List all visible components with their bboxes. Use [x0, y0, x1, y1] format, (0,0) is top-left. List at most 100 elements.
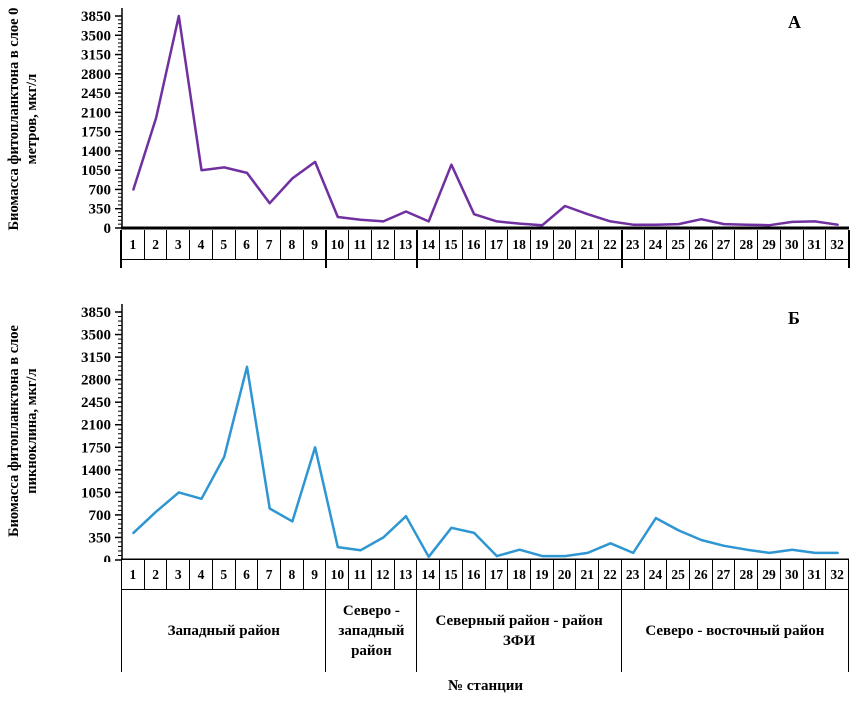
- svg-text:2100: 2100: [81, 105, 111, 121]
- station-cell: 12: [372, 230, 395, 259]
- station-cell: 15: [440, 230, 463, 259]
- svg-text:0: 0: [104, 221, 112, 234]
- svg-text:2450: 2450: [81, 86, 111, 102]
- svg-text:700: 700: [89, 508, 112, 524]
- station-cell: 1: [122, 560, 145, 589]
- station-cell: 17: [486, 560, 509, 589]
- station-cell: 2: [145, 560, 168, 589]
- station-cell: 8: [281, 560, 304, 589]
- station-cell: 30: [781, 560, 804, 589]
- station-cell: 19: [531, 560, 554, 589]
- chart-b-plot: 0 350 700 1050 1400 1750 2100 2450 2800 3150 3500 3…: [81, 304, 849, 562]
- station-cell: 22: [599, 230, 622, 259]
- group-separator: [848, 230, 850, 268]
- station-cell: 2: [145, 230, 168, 259]
- station-cell: 27: [713, 560, 736, 589]
- station-cell: 11: [349, 230, 372, 259]
- station-cell: 22: [599, 560, 622, 589]
- station-cell: 8: [281, 230, 304, 259]
- svg-text:3850: 3850: [81, 9, 111, 25]
- station-cell: 20: [554, 560, 577, 589]
- station-cell: 11: [349, 560, 372, 589]
- station-cell: 5: [213, 560, 236, 589]
- station-cell: 29: [758, 230, 781, 259]
- station-cell: 6: [236, 560, 259, 589]
- station-cell: 24: [645, 560, 668, 589]
- svg-text:0: 0: [104, 553, 112, 562]
- station-cell: 24: [645, 230, 668, 259]
- region-label: Северный район - район ЗФИ: [417, 590, 622, 672]
- station-cell: 9: [304, 560, 327, 589]
- group-separator: [120, 230, 122, 268]
- station-cell: 27: [713, 230, 736, 259]
- station-cell: 14: [417, 230, 441, 259]
- svg-text:3500: 3500: [81, 328, 111, 344]
- svg-text:2800: 2800: [81, 373, 111, 389]
- station-cell: 28: [735, 230, 759, 259]
- station-cell: 6: [236, 230, 259, 259]
- region-axis: Западный район Северо - западный район Сев…: [121, 590, 849, 672]
- station-cell: 14: [417, 560, 441, 589]
- svg-text:3500: 3500: [81, 28, 111, 44]
- group-separator: [415, 230, 418, 268]
- x-axis-title: № станции: [447, 678, 524, 694]
- station-cell: 30: [781, 230, 804, 259]
- station-cell: 17: [486, 230, 509, 259]
- station-cell: 28: [735, 560, 759, 589]
- station-cell: 19: [531, 230, 554, 259]
- station-axis-a: 1 2 3 4 5 6 7 8 9 10 11 12 13 14 15 16 17 18 19 20 21 22 23 24 2…: [121, 230, 849, 260]
- station-cell: 3: [167, 560, 191, 589]
- station-cell: 18: [508, 560, 531, 589]
- svg-text:1750: 1750: [81, 125, 111, 141]
- station-cell: 1: [122, 230, 145, 259]
- station-cell: 23: [622, 230, 645, 259]
- station-cell: 31: [804, 230, 827, 259]
- station-cell: 26: [690, 560, 713, 589]
- group-separator: [324, 230, 327, 268]
- panel-label-a: А: [788, 12, 801, 32]
- station-cell: 7: [258, 230, 282, 259]
- svg-text:2800: 2800: [81, 67, 111, 83]
- station-cell: 25: [667, 560, 690, 589]
- svg-text:350: 350: [89, 202, 112, 218]
- region-label: Северо - восточный район: [622, 590, 849, 672]
- svg-text:3150: 3150: [81, 48, 111, 64]
- panel-label-b: Б: [788, 308, 800, 328]
- svg-text:1750: 1750: [81, 440, 111, 456]
- station-cell: 16: [463, 230, 486, 259]
- station-cell: 3: [167, 230, 191, 259]
- svg-text:2450: 2450: [81, 395, 111, 411]
- station-cell: 26: [690, 230, 713, 259]
- station-cell: 16: [463, 560, 486, 589]
- station-cell: 21: [576, 230, 600, 259]
- station-cell: 15: [440, 560, 463, 589]
- svg-text:1050: 1050: [81, 485, 111, 501]
- station-cell: 31: [804, 560, 827, 589]
- station-cell: 10: [326, 230, 350, 259]
- group-separator: [620, 230, 623, 268]
- station-cell: 12: [372, 560, 395, 589]
- svg-text:700: 700: [89, 182, 112, 198]
- station-cell: 18: [508, 230, 531, 259]
- station-cell: 4: [190, 560, 213, 589]
- svg-text:1400: 1400: [81, 463, 111, 479]
- station-cell: 10: [326, 560, 350, 589]
- station-cell: 9: [304, 230, 327, 259]
- station-cell: 20: [554, 230, 577, 259]
- station-cell: 5: [213, 230, 236, 259]
- region-label: Западный район: [122, 590, 327, 672]
- station-cell: 13: [395, 560, 418, 589]
- station-cell: 4: [190, 230, 213, 259]
- svg-text:3850: 3850: [81, 305, 111, 321]
- station-cell: 13: [395, 230, 418, 259]
- station-cell: 25: [667, 230, 690, 259]
- svg-text:350: 350: [89, 530, 112, 546]
- station-axis-b: 1 2 3 4 5 6 7 8 9 10 11 12 13 14 15 16 17 18 19 20 21 22 23 24 2…: [121, 560, 849, 590]
- station-cell: 7: [258, 560, 282, 589]
- station-cell: 29: [758, 560, 781, 589]
- station-cell: 32: [826, 230, 849, 259]
- svg-text:1050: 1050: [81, 163, 111, 179]
- region-label: Северо - западный район: [326, 590, 418, 672]
- svg-text:1400: 1400: [81, 144, 111, 160]
